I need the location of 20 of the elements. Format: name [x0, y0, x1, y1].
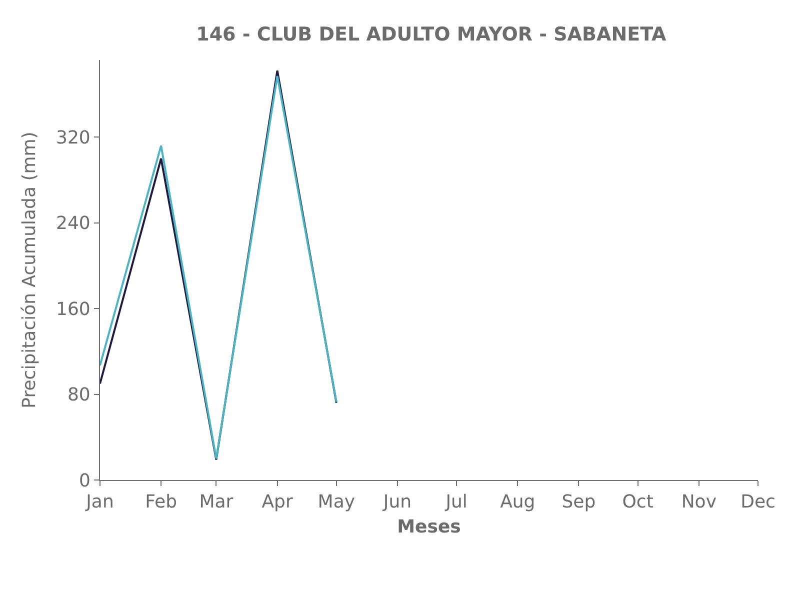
- x-tick-label: Sep: [562, 492, 596, 513]
- x-tick-label: Nov: [681, 492, 717, 513]
- x-tick-label: Feb: [145, 492, 178, 513]
- y-tick-label: 80: [67, 384, 90, 406]
- x-tick-label: Apr: [262, 492, 294, 513]
- x-tick-label: Oct: [622, 492, 654, 513]
- x-tick-label: Dec: [740, 492, 776, 513]
- x-tick-label: Mar: [199, 492, 234, 513]
- x-tick-label: Aug: [500, 492, 536, 513]
- x-tick-label: Jun: [382, 492, 412, 513]
- y-axis-title: Precipitación Acumulada (mm): [19, 132, 40, 408]
- x-tick-label: May: [318, 492, 356, 513]
- y-tick-label: 240: [56, 213, 90, 234]
- x-axis-title: Meses: [397, 516, 461, 538]
- x-tick-label: Jul: [444, 492, 468, 513]
- y-tick-label: 160: [56, 298, 90, 320]
- chart-title: 146 - CLUB DEL ADULTO MAYOR - SABANETA: [196, 23, 667, 46]
- y-tick-label: 0: [78, 470, 90, 492]
- x-tick-label: Jan: [85, 492, 114, 513]
- y-tick-label: 320: [56, 127, 90, 148]
